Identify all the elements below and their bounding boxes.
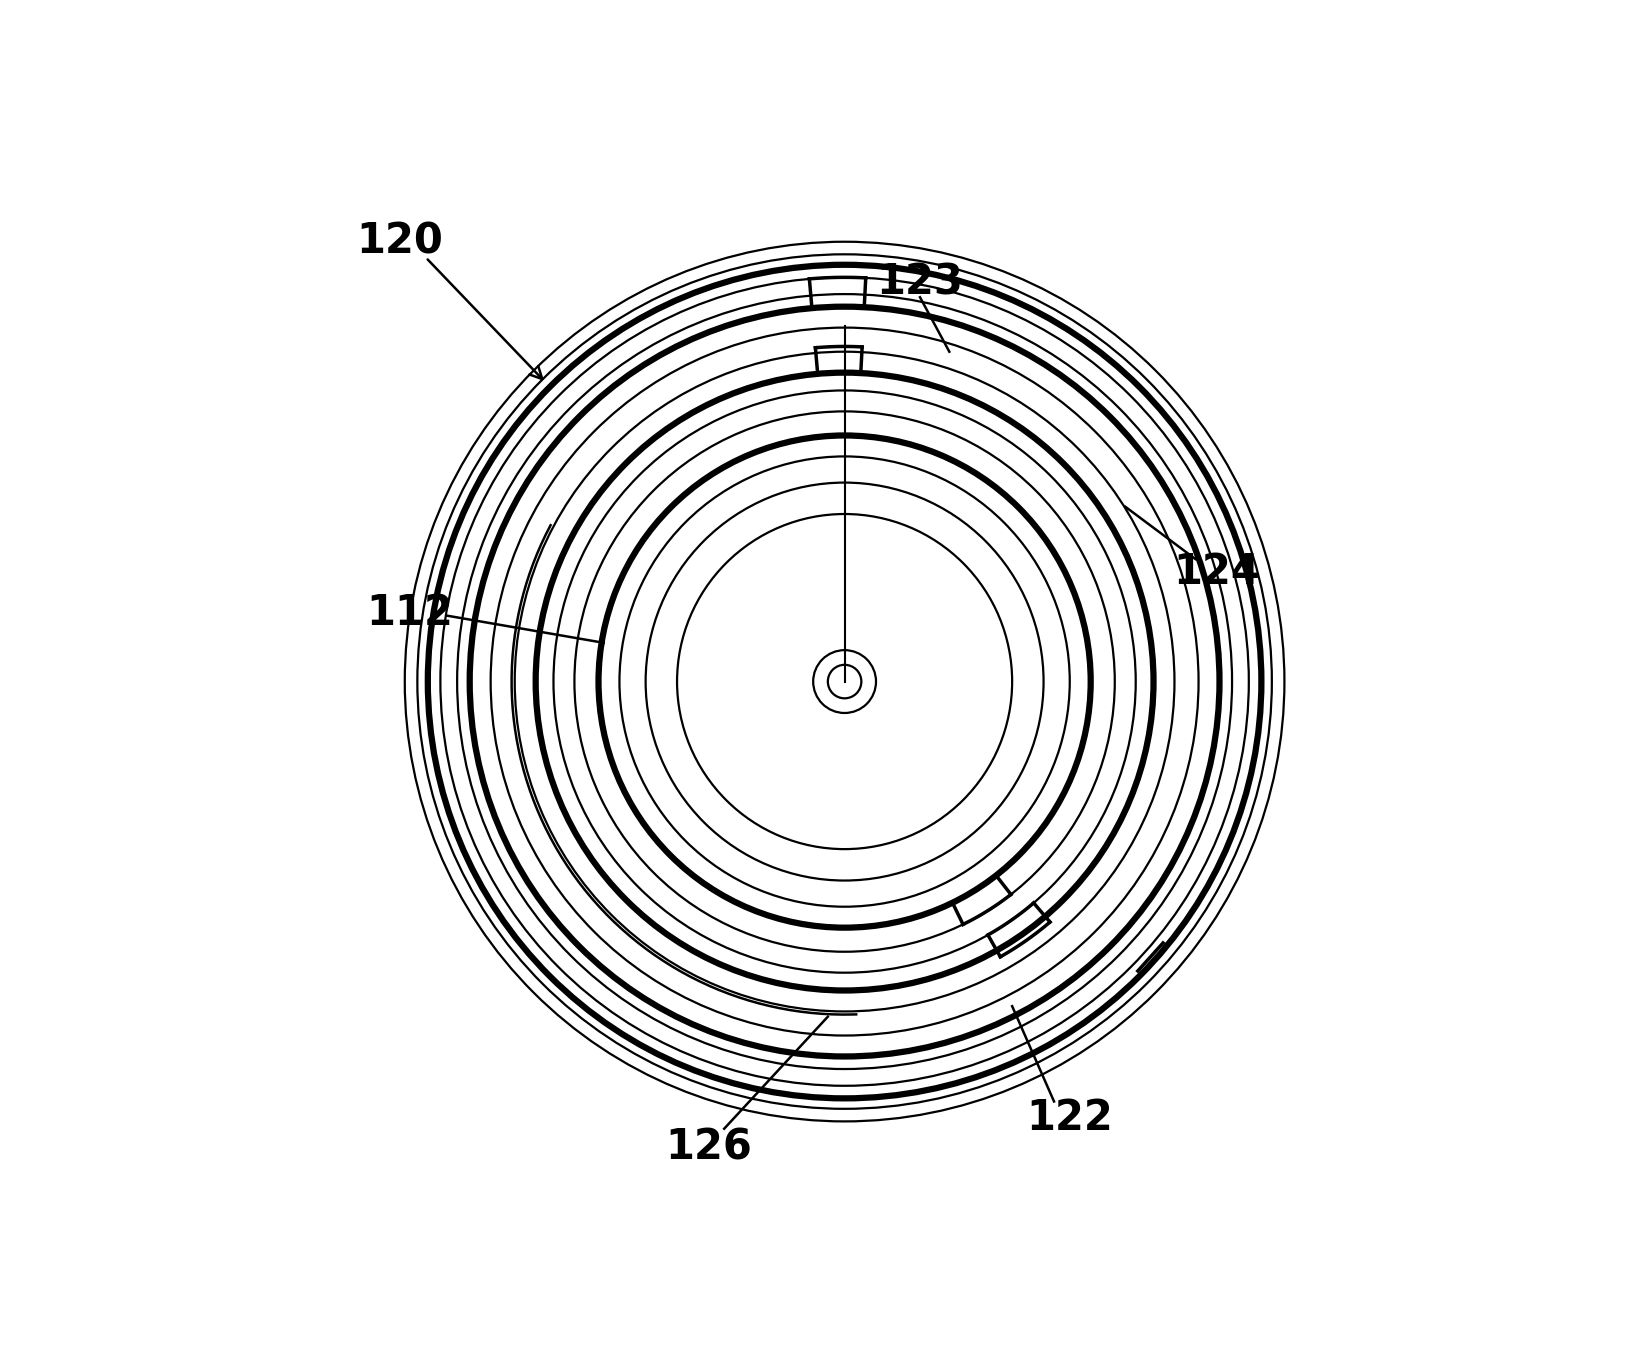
Text: 123: 123: [877, 261, 964, 303]
Text: 126: 126: [666, 1126, 751, 1168]
Text: 112: 112: [366, 593, 453, 635]
Text: 124: 124: [1173, 551, 1259, 593]
Text: 122: 122: [1027, 1098, 1112, 1140]
Text: 120: 120: [356, 220, 443, 262]
